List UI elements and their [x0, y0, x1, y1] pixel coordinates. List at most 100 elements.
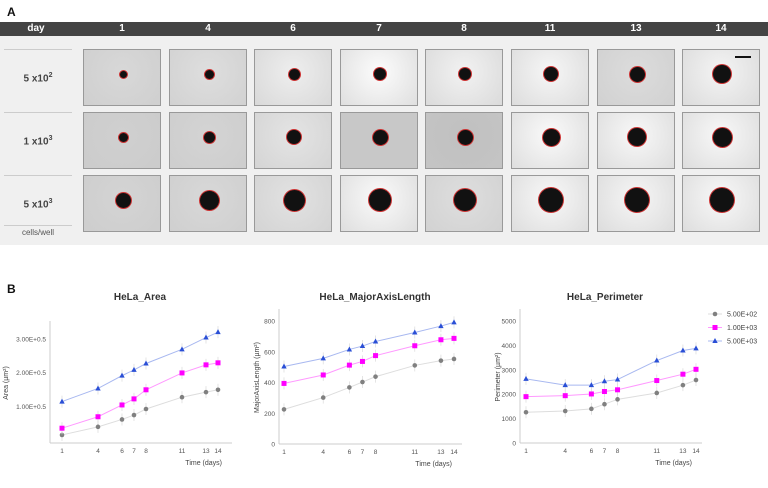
x-tick-label: 14: [692, 448, 700, 455]
row-label-seeding-density: 5 x103: [4, 175, 72, 233]
legend-label: 1.00E+03: [727, 325, 757, 332]
data-point: [215, 360, 221, 366]
spheroid: [204, 69, 214, 79]
data-point: [95, 424, 101, 430]
series-line: [525, 379, 697, 413]
data-point: [602, 401, 607, 407]
data-point: [615, 397, 620, 402]
row-label-base: 5 x10: [23, 199, 49, 211]
spheroid-image: [511, 175, 589, 232]
x-tick-label: 8: [374, 449, 378, 456]
series-line: [61, 362, 219, 429]
spheroid: [457, 129, 473, 145]
spheroid-image: [340, 112, 418, 169]
y-tick-label: 1.00E+0.5: [16, 404, 46, 411]
data-point: [131, 412, 137, 418]
y-tick-label: 800: [264, 319, 275, 326]
data-point: [523, 394, 529, 400]
spheroid-image: [169, 175, 247, 232]
y-tick-label: 2.00E+0.5: [16, 370, 46, 377]
spheroid: [629, 66, 645, 82]
day-header-bar: day 1 4 6 7 8 11 13 14: [0, 22, 768, 36]
data-point: [589, 406, 594, 412]
data-point: [562, 408, 568, 414]
x-tick-label: 7: [132, 448, 136, 455]
y-axis-label: Perimeter (µm²): [495, 352, 502, 401]
data-point: [451, 319, 457, 325]
x-tick-label: 4: [321, 449, 325, 456]
data-point: [562, 382, 568, 388]
y-tick-label: 4000: [502, 343, 517, 350]
data-point: [143, 360, 149, 366]
spheroid-image: [169, 112, 247, 169]
data-point: [143, 406, 149, 412]
data-point: [320, 372, 326, 378]
day-column-header: 6: [290, 23, 296, 34]
day-column-header: 1: [119, 23, 125, 34]
spheroid-image: [682, 112, 760, 169]
spheroid: [203, 131, 215, 143]
data-point: [320, 395, 326, 400]
data-point: [654, 390, 660, 396]
legend-marker: [712, 325, 718, 330]
cells-per-well-label: cells/well: [4, 225, 72, 237]
row-label-seeding-density: 1 x103: [4, 112, 72, 170]
data-point: [203, 389, 209, 395]
data-point: [143, 387, 149, 393]
x-tick-label: 13: [679, 448, 687, 455]
series-line: [283, 337, 455, 384]
x-tick-label: 6: [590, 448, 594, 455]
data-point: [654, 357, 660, 363]
data-point: [680, 382, 686, 388]
y-tick-label: 400: [264, 380, 275, 387]
y-tick-label: 200: [264, 411, 275, 418]
legend-marker: [712, 338, 718, 343]
data-point: [179, 394, 185, 400]
data-point: [131, 396, 137, 402]
x-tick-label: 7: [603, 448, 607, 455]
y-tick-label: 3.00E+0.5: [16, 336, 46, 343]
row-label-base: 5 x10: [23, 73, 49, 85]
data-point: [215, 329, 221, 335]
data-point: [693, 366, 699, 372]
spheroid: [710, 188, 734, 212]
x-tick-label: 1: [524, 448, 528, 455]
y-axis-label: MajorAxisLength (µm²): [254, 342, 261, 413]
spheroid: [544, 67, 558, 81]
spheroid: [118, 132, 128, 142]
x-axis-label: Time (days): [185, 460, 222, 467]
spheroid-image: [425, 175, 503, 232]
spheroid-image: [425, 112, 503, 169]
data-point: [373, 374, 378, 379]
chart-title: HeLa_Perimeter: [567, 292, 643, 303]
x-tick-label: 8: [616, 448, 620, 455]
data-point: [95, 414, 101, 420]
spheroid-image: [340, 49, 418, 106]
day-column-header: 14: [715, 23, 727, 34]
spheroid: [625, 188, 649, 212]
spheroid: [454, 189, 476, 211]
data-point: [693, 377, 699, 383]
day-column-header: 11: [544, 23, 556, 34]
y-tick-label: 0: [271, 442, 275, 449]
data-point: [693, 345, 699, 351]
y-tick-label: 2000: [502, 392, 517, 399]
series-line: [283, 358, 455, 410]
day-column-header: 13: [630, 23, 642, 34]
series-line: [61, 331, 219, 403]
data-point: [131, 366, 137, 372]
y-tick-label: 5000: [502, 319, 517, 326]
data-point: [438, 358, 444, 363]
x-tick-label: 4: [563, 448, 567, 455]
data-point: [588, 391, 594, 397]
data-point: [654, 378, 660, 384]
data-point: [562, 393, 568, 399]
spheroid: [283, 189, 305, 211]
legend-marker: [712, 311, 718, 317]
spheroid: [288, 68, 300, 80]
spheroid-image: [340, 175, 418, 232]
x-axis-label: Time (days): [655, 460, 692, 467]
data-point: [215, 387, 221, 393]
data-point: [451, 335, 457, 341]
